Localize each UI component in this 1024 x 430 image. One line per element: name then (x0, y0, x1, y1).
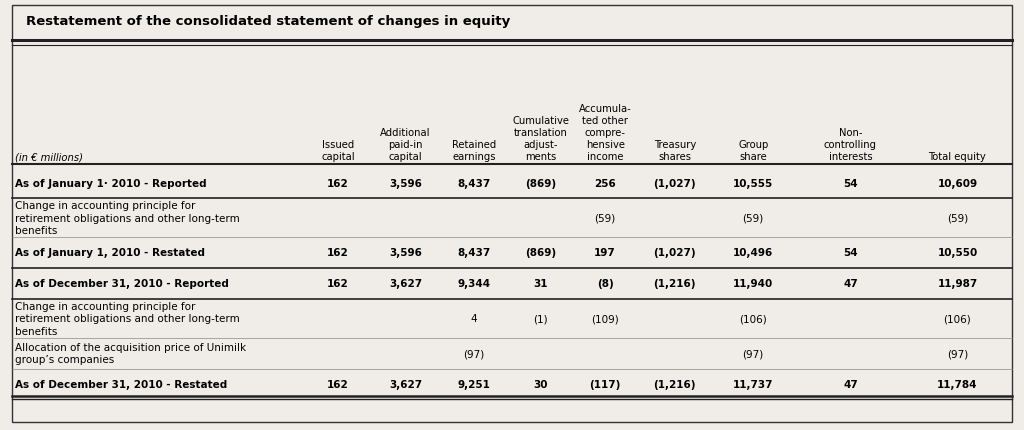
Text: Restatement of the consolidated statement of changes in equity: Restatement of the consolidated statemen… (26, 15, 510, 28)
Text: Allocation of the acquisition price of Unimilk
group’s companies: Allocation of the acquisition price of U… (15, 342, 247, 365)
Text: 8,437: 8,437 (458, 178, 490, 188)
Text: Accumula-
ted other
compre-
hensive
income: Accumula- ted other compre- hensive inco… (579, 104, 632, 162)
Text: (59): (59) (595, 213, 615, 223)
Text: 3,596: 3,596 (389, 178, 422, 188)
Text: (1,216): (1,216) (653, 279, 696, 289)
Text: (106): (106) (739, 313, 767, 324)
Text: 256: 256 (594, 178, 616, 188)
Text: Change in accounting principle for
retirement obligations and other long-term
be: Change in accounting principle for retir… (15, 301, 240, 336)
Text: As of January 1, 2010 - Restated: As of January 1, 2010 - Restated (15, 248, 206, 258)
FancyBboxPatch shape (12, 6, 1012, 422)
Text: 3,627: 3,627 (389, 279, 422, 289)
Text: As of January 1· 2010 - Reported: As of January 1· 2010 - Reported (15, 178, 207, 188)
Text: 54: 54 (843, 178, 858, 188)
Text: (1,216): (1,216) (653, 379, 696, 390)
Text: (in € millions): (in € millions) (15, 152, 83, 162)
Text: 162: 162 (327, 178, 349, 188)
Text: Cumulative
translation
adjust-
ments: Cumulative translation adjust- ments (512, 116, 569, 162)
Text: Additional
paid-in
capital: Additional paid-in capital (380, 128, 431, 162)
Text: 10,555: 10,555 (733, 178, 773, 188)
Text: Total equity: Total equity (929, 152, 986, 162)
Text: (97): (97) (742, 348, 764, 359)
Text: 30: 30 (534, 379, 548, 390)
Text: Change in accounting principle for
retirement obligations and other long-term
be: Change in accounting principle for retir… (15, 201, 240, 235)
Text: 10,609: 10,609 (937, 178, 978, 188)
Text: Retained
earnings: Retained earnings (452, 140, 497, 162)
Text: (8): (8) (597, 279, 613, 289)
Text: Issued
capital: Issued capital (322, 140, 354, 162)
Text: (97): (97) (947, 348, 968, 359)
Text: (1,027): (1,027) (653, 178, 696, 188)
Text: 4: 4 (471, 313, 477, 324)
Text: (106): (106) (943, 313, 972, 324)
Text: (869): (869) (525, 248, 556, 258)
Text: As of December 31, 2010 - Restated: As of December 31, 2010 - Restated (15, 379, 227, 390)
Text: 54: 54 (843, 248, 858, 258)
Text: 10,496: 10,496 (733, 248, 773, 258)
Text: 3,596: 3,596 (389, 248, 422, 258)
Text: (109): (109) (591, 313, 620, 324)
Text: 197: 197 (594, 248, 616, 258)
Text: Treasury
shares: Treasury shares (653, 140, 696, 162)
Text: 11,737: 11,737 (733, 379, 773, 390)
Text: (59): (59) (947, 213, 968, 223)
Text: 47: 47 (843, 279, 858, 289)
Text: 162: 162 (327, 248, 349, 258)
Text: 162: 162 (327, 379, 349, 390)
Text: 11,987: 11,987 (937, 279, 978, 289)
Text: 11,940: 11,940 (733, 279, 773, 289)
Text: 8,437: 8,437 (458, 248, 490, 258)
Text: 9,344: 9,344 (458, 279, 490, 289)
Text: 47: 47 (843, 379, 858, 390)
Text: Group
share: Group share (738, 140, 768, 162)
Text: (97): (97) (464, 348, 484, 359)
Text: 11,784: 11,784 (937, 379, 978, 390)
Text: (59): (59) (742, 213, 764, 223)
Text: (117): (117) (590, 379, 621, 390)
Text: (869): (869) (525, 178, 556, 188)
Text: Non-
controlling
interests: Non- controlling interests (824, 128, 877, 162)
Text: 31: 31 (534, 279, 548, 289)
Text: 10,550: 10,550 (937, 248, 978, 258)
Text: 3,627: 3,627 (389, 379, 422, 390)
Text: 9,251: 9,251 (458, 379, 490, 390)
Text: (1,027): (1,027) (653, 248, 696, 258)
Text: As of December 31, 2010 - Reported: As of December 31, 2010 - Reported (15, 279, 229, 289)
Text: (1): (1) (534, 313, 548, 324)
Text: 162: 162 (327, 279, 349, 289)
